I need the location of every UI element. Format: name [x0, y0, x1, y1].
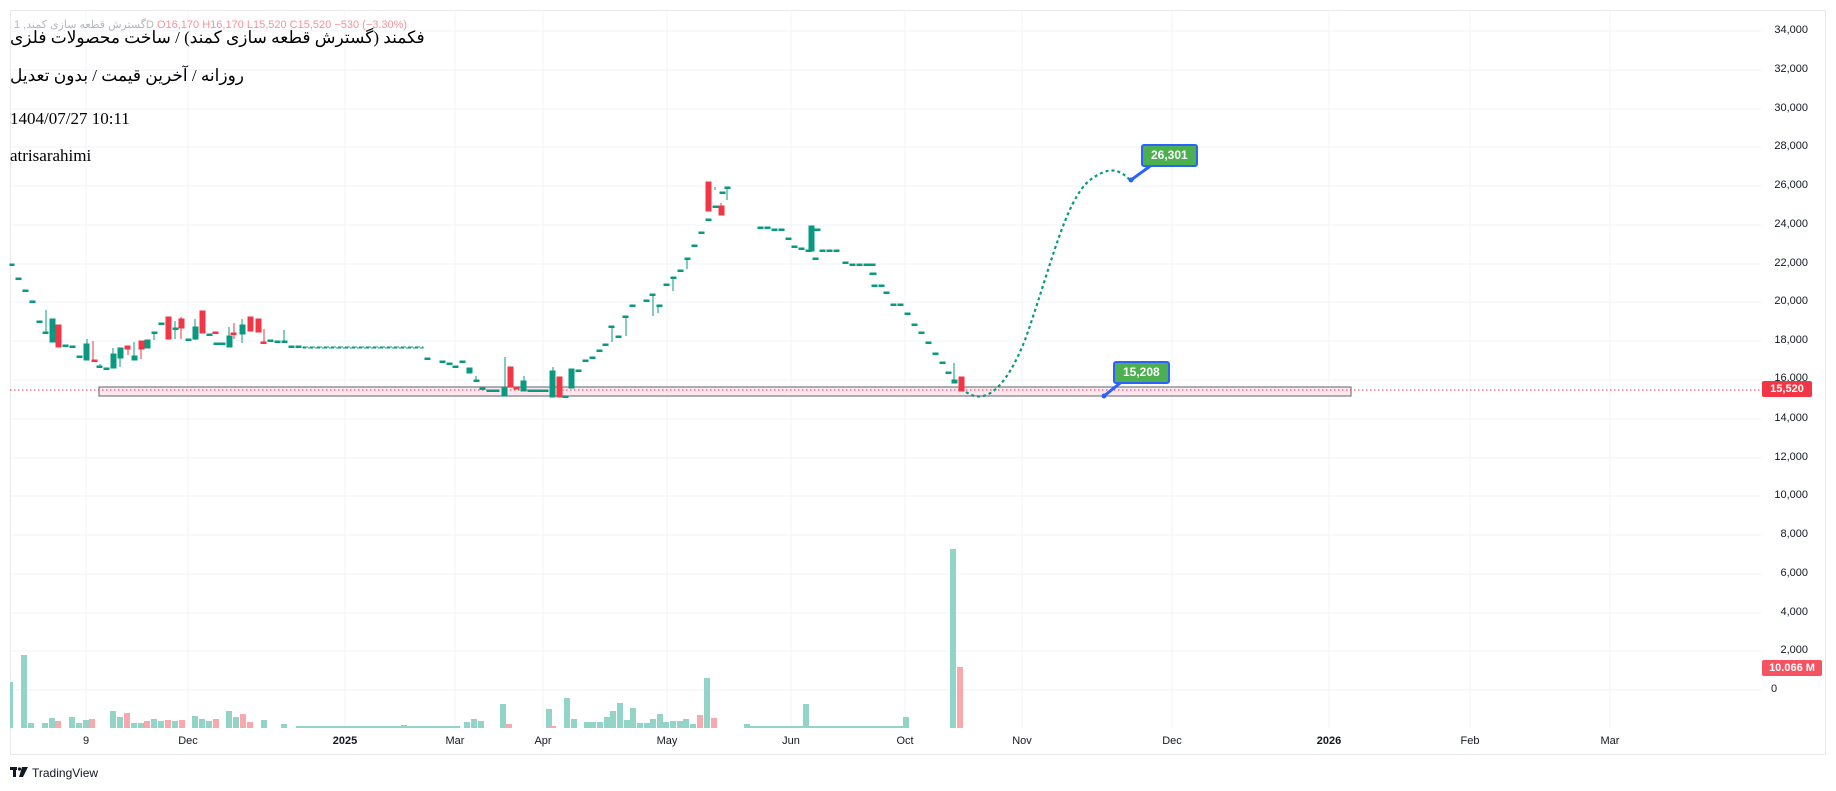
- time-tick: Jun: [782, 735, 800, 747]
- volume-tick: 2,000: [1780, 644, 1808, 656]
- target-low-callout[interactable]: 15,208: [1113, 361, 1170, 384]
- price-tick: 20,000: [1774, 295, 1808, 307]
- legend-values: O16,170 H16,170 L15,520 C15,520 −530 (−3…: [156, 19, 408, 31]
- time-tick: Dec: [178, 735, 198, 747]
- price-tick: 14,000: [1774, 412, 1808, 424]
- tradingview-logo-icon: [10, 766, 28, 780]
- volume-tick: 0: [1771, 683, 1778, 695]
- time-tick: Mar: [1600, 735, 1620, 747]
- chart-datetime: 1404/07/27 10:11: [10, 109, 130, 128]
- last-price-badge: 15,520: [1762, 381, 1812, 397]
- price-tick: 26,000: [1774, 179, 1808, 191]
- price-tick: 10,000: [1774, 489, 1808, 501]
- time-tick: Apr: [534, 735, 552, 747]
- time-tick: 9: [82, 735, 90, 747]
- chart-title: فکمند (گسترش قطعه سازی کمند) / ساخت محصو…: [10, 28, 425, 47]
- price-tick: 30,000: [1774, 102, 1808, 114]
- volume-tick: 6,000: [1780, 567, 1808, 579]
- tradingview-brand[interactable]: TradingView: [10, 766, 98, 780]
- chart-author: atrisarahimi: [10, 146, 92, 165]
- price-tick: 24,000: [1774, 218, 1808, 230]
- price-tick: 28,000: [1774, 140, 1808, 152]
- time-tick: Dec: [1162, 735, 1182, 747]
- time-tick: Oct: [896, 735, 914, 747]
- support-zone-rectangle[interactable]: [98, 386, 1352, 397]
- projection-curve[interactable]: [965, 169, 1131, 398]
- ohlc-legend: گسترش قطعه سازی کمند, 1D O16,170 H16,170…: [14, 18, 407, 31]
- grid-vertical: [85, 10, 1611, 728]
- legend-symbol: گسترش قطعه سازی کمند, 1D: [14, 19, 154, 31]
- volume-bars: [10, 549, 963, 728]
- target-high-callout[interactable]: 26,301: [1141, 144, 1198, 167]
- chart-subtitle: روزانه / آخرین قیمت / بدون تعدیل: [10, 66, 245, 85]
- price-tick: 34,000: [1774, 24, 1808, 36]
- time-tick: Feb: [1460, 735, 1480, 747]
- price-tick: 12,000: [1774, 451, 1808, 463]
- time-tick: Mar: [445, 735, 465, 747]
- grid-horizontal: [10, 30, 1762, 691]
- brand-name: TradingView: [32, 766, 99, 780]
- anchor-point-high[interactable]: [1128, 177, 1134, 183]
- time-tick: Nov: [1012, 735, 1032, 747]
- price-candles: [9, 181, 965, 398]
- volume-tick: 4,000: [1780, 606, 1808, 618]
- price-tick: 22,000: [1774, 257, 1808, 269]
- price-tick: 32,000: [1774, 63, 1808, 75]
- time-tick: 2025: [332, 735, 358, 747]
- anchor-point-low[interactable]: [1101, 393, 1107, 399]
- time-tick: May: [656, 735, 678, 747]
- time-tick: 2026: [1316, 735, 1342, 747]
- price-tick: 18,000: [1774, 334, 1808, 346]
- last-volume-badge: 10.066 M: [1762, 660, 1822, 676]
- price-tick: 8,000: [1780, 528, 1808, 540]
- chart-panel[interactable]: [10, 10, 1826, 755]
